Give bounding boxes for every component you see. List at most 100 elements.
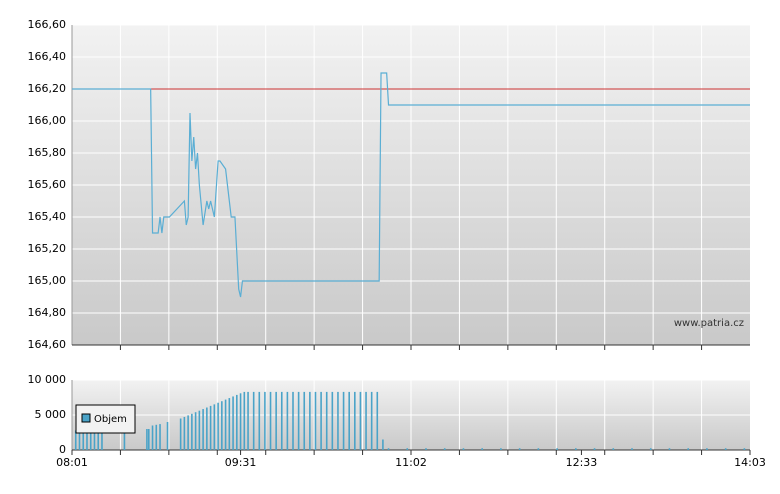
volume-bar bbox=[187, 415, 189, 450]
volume-bar bbox=[575, 448, 577, 450]
volume-bar bbox=[151, 425, 154, 450]
volume-bar bbox=[320, 391, 322, 450]
volume-bar bbox=[556, 448, 558, 450]
volume-bar bbox=[166, 422, 169, 450]
volume-bar bbox=[348, 391, 350, 450]
volume-bar bbox=[359, 391, 362, 450]
volume-bar bbox=[198, 410, 201, 450]
volume-bar bbox=[89, 430, 92, 450]
volume-bar bbox=[264, 391, 266, 450]
volume-bar bbox=[292, 391, 294, 450]
volume-bar bbox=[191, 413, 193, 450]
y-tick-label: 166,40 bbox=[28, 50, 67, 63]
volume-bar bbox=[354, 391, 356, 450]
volume-bar bbox=[668, 448, 671, 450]
y-tick-label: 0 bbox=[59, 443, 66, 456]
y-tick-label: 5 000 bbox=[35, 408, 67, 421]
volume-bar bbox=[123, 430, 126, 450]
volume-bar bbox=[202, 409, 204, 450]
volume-bar bbox=[221, 401, 223, 450]
volume-bar bbox=[387, 448, 390, 450]
volume-bar bbox=[86, 430, 88, 450]
volume-bar bbox=[706, 448, 708, 450]
price-line bbox=[72, 72, 750, 298]
legend-label: Objem bbox=[94, 414, 127, 425]
y-tick-label: 165,40 bbox=[28, 210, 67, 223]
volume-bar bbox=[101, 430, 103, 450]
volume-bar bbox=[179, 418, 182, 450]
y-tick-label: 164,80 bbox=[28, 306, 67, 319]
watermark: www.patria.cz bbox=[674, 318, 744, 329]
volume-bar bbox=[236, 394, 238, 450]
x-tick-label: 14:03 bbox=[734, 456, 766, 469]
volume-bar bbox=[537, 448, 540, 450]
volume-bar bbox=[224, 399, 227, 450]
volume-bar bbox=[425, 448, 427, 450]
x-tick-label: 11:02 bbox=[395, 456, 427, 469]
volume-bar bbox=[280, 391, 283, 450]
y-tick-label: 10 000 bbox=[28, 373, 67, 386]
y-tick-label: 166,20 bbox=[28, 82, 67, 95]
volume-bar bbox=[297, 391, 300, 450]
volume-bar bbox=[593, 448, 596, 450]
y-tick-label: 165,20 bbox=[28, 242, 67, 255]
volume-bar bbox=[500, 448, 502, 450]
volume-bar bbox=[217, 402, 219, 450]
volume-bar bbox=[183, 416, 186, 450]
y-tick-label: 164,60 bbox=[28, 338, 67, 351]
x-tick-label: 08:01 bbox=[56, 456, 88, 469]
volume-bar bbox=[518, 448, 521, 450]
volume-bar bbox=[382, 439, 384, 450]
volume-bar bbox=[147, 429, 150, 450]
volume-bar bbox=[406, 448, 409, 450]
volume-bar bbox=[78, 430, 81, 450]
volume-bar bbox=[155, 424, 158, 450]
volume-bar bbox=[146, 429, 148, 450]
volume-bar bbox=[269, 391, 272, 450]
volume-bar bbox=[74, 430, 77, 450]
volume-bar bbox=[342, 391, 345, 450]
volume-bar bbox=[365, 391, 367, 450]
volume-bar bbox=[649, 448, 652, 450]
volume-bar bbox=[247, 391, 249, 450]
volume-bar bbox=[309, 391, 311, 450]
volume-bar bbox=[159, 424, 161, 450]
volume-bar bbox=[314, 391, 317, 450]
volume-bar bbox=[93, 430, 96, 450]
volume-bar bbox=[443, 448, 446, 450]
volume-bar bbox=[303, 391, 306, 450]
y-tick-label: 165,00 bbox=[28, 274, 67, 287]
volume-bar bbox=[82, 430, 85, 450]
y-tick-label: 165,60 bbox=[28, 178, 67, 191]
volume-bar bbox=[97, 430, 100, 450]
volume-bar bbox=[228, 398, 231, 450]
volume-bar bbox=[206, 407, 208, 450]
volume-bar bbox=[194, 412, 197, 450]
volume-bar bbox=[275, 391, 277, 450]
volume-bar bbox=[331, 391, 334, 450]
volume-bar bbox=[376, 391, 379, 450]
volume-bar bbox=[337, 391, 339, 450]
volume-bar bbox=[325, 391, 328, 450]
volume-bar bbox=[370, 391, 373, 450]
volume-bar bbox=[481, 448, 483, 450]
volume-bar bbox=[209, 405, 212, 450]
volume-bar bbox=[213, 404, 216, 450]
y-tick-label: 166,60 bbox=[28, 18, 67, 31]
volume-bar bbox=[462, 448, 465, 450]
y-tick-label: 166,00 bbox=[28, 114, 67, 127]
volume-bar bbox=[286, 391, 289, 450]
volume-bar bbox=[724, 448, 727, 450]
volume-bar bbox=[252, 391, 255, 450]
volume-bar bbox=[258, 391, 261, 450]
volume-bar bbox=[631, 448, 633, 450]
volume-bar bbox=[232, 396, 234, 450]
volume-bar bbox=[612, 448, 615, 450]
volume-bar bbox=[743, 448, 746, 450]
x-tick-label: 09:31 bbox=[225, 456, 257, 469]
volume-bar bbox=[239, 393, 242, 450]
volume-bar bbox=[243, 391, 246, 450]
y-tick-label: 165,80 bbox=[28, 146, 67, 159]
volume-bar bbox=[687, 448, 689, 450]
